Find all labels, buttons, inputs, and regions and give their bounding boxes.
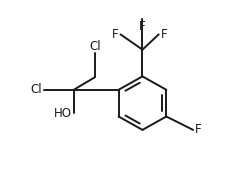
- Text: F: F: [195, 123, 202, 136]
- Text: Cl: Cl: [31, 83, 42, 96]
- Text: HO: HO: [54, 107, 72, 120]
- Text: Cl: Cl: [89, 40, 100, 53]
- Text: F: F: [161, 28, 167, 41]
- Text: F: F: [112, 28, 119, 41]
- Text: F: F: [139, 20, 146, 33]
